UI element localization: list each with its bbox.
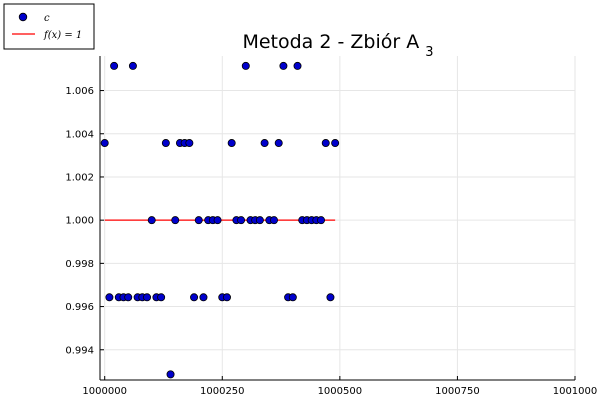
x-tick-label: 1000750 [435, 386, 480, 397]
x-tick-label: 1000500 [318, 386, 363, 397]
data-point [157, 293, 166, 302]
y-tick-label: 1.002 [65, 172, 94, 183]
data-point [166, 370, 175, 379]
data-point [241, 61, 250, 70]
x-tick-label: 1001000 [553, 386, 598, 397]
legend: c f(x) = 1 [3, 3, 95, 50]
data-point [147, 216, 156, 225]
data-point [279, 61, 288, 70]
data-point [288, 293, 297, 302]
legend-box [3, 3, 95, 50]
tick-labels: 1000000 1000250 1000500 1000750 1001000 0.994… [65, 86, 597, 397]
legend-label-c: c [44, 13, 50, 24]
data-point [260, 139, 269, 148]
data-point [110, 61, 119, 70]
data-point [227, 139, 236, 148]
data-point [213, 216, 222, 225]
y-tick-label: 0.996 [65, 302, 94, 313]
data-point [199, 293, 208, 302]
scatter-series-layer [100, 61, 340, 379]
y-tick-label: 1.004 [65, 129, 94, 140]
legend-marker-c [18, 12, 28, 22]
chart-title: Metoda 2 - Zbiór A 3 [242, 31, 433, 60]
data-point [100, 139, 109, 148]
data-point [222, 293, 231, 302]
y-tick-label: 0.994 [65, 345, 94, 356]
data-point [293, 61, 302, 70]
grid [100, 56, 576, 380]
data-point [128, 61, 137, 70]
data-point [270, 216, 279, 225]
data-point [124, 293, 133, 302]
data-point [317, 216, 326, 225]
data-point [237, 216, 246, 225]
data-point [105, 293, 114, 302]
data-point [185, 139, 194, 148]
x-tick-label: 1000000 [82, 386, 127, 397]
x-tick-label: 1000250 [200, 386, 245, 397]
data-point [326, 293, 335, 302]
data-point [331, 139, 340, 148]
data-point [321, 139, 330, 148]
data-point [194, 216, 203, 225]
legend-label-fx: f(x) = 1 [43, 30, 82, 41]
data-point [190, 293, 199, 302]
data-point [143, 293, 152, 302]
data-point [161, 139, 170, 148]
axes [99, 56, 576, 381]
y-tick-label: 1.000 [65, 216, 94, 227]
y-tick-label: 0.998 [65, 259, 94, 270]
y-tick-label: 1.006 [65, 86, 94, 97]
data-point [274, 139, 283, 148]
data-point [255, 216, 264, 225]
data-point [171, 216, 180, 225]
